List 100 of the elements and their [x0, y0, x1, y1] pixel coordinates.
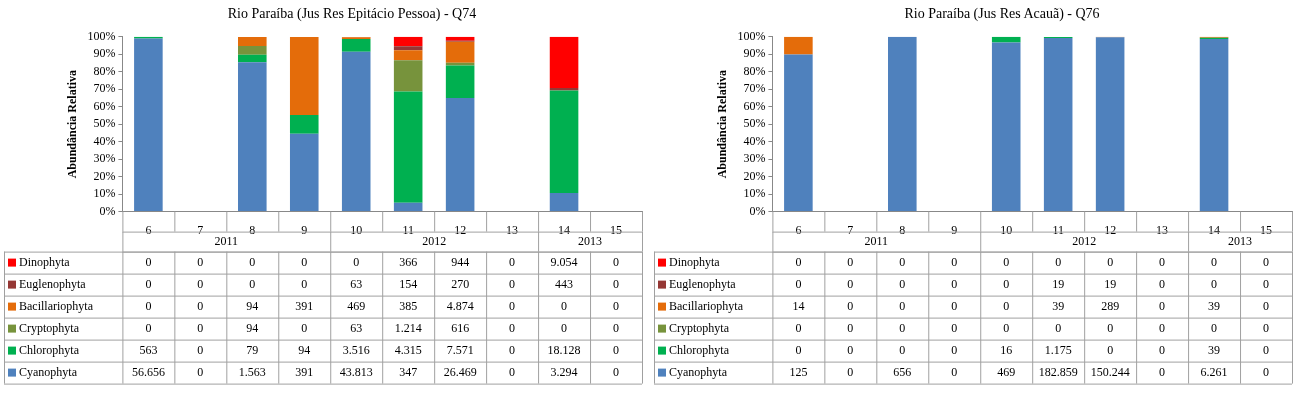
legend-label: Bacillariophyta	[19, 298, 94, 313]
text: 182.859	[1038, 364, 1078, 379]
y-tick-label: 80%	[93, 63, 116, 78]
y-tick-label: 100%	[737, 28, 766, 43]
x-tick-label: 11	[1052, 222, 1064, 237]
text: 0	[509, 276, 516, 291]
y-tick-label: 90%	[93, 46, 116, 61]
x-tick-label: 7	[847, 222, 854, 237]
text: 0	[1263, 342, 1270, 357]
text: 0	[1159, 320, 1166, 335]
text: 0	[795, 276, 802, 291]
text: 19	[1052, 276, 1065, 291]
text: 0	[795, 320, 802, 335]
text: 2011	[864, 233, 889, 248]
text: 0	[509, 254, 516, 269]
text: 469	[997, 364, 1016, 379]
text: 125	[789, 364, 808, 379]
text: 0	[353, 254, 360, 269]
text: 63	[350, 320, 363, 335]
x-tick-label: 7	[197, 222, 204, 237]
x-tick-label: 6	[145, 222, 152, 237]
x-tick-label: 8	[249, 222, 256, 237]
text: 1.214	[394, 320, 422, 335]
text: 0	[1003, 298, 1010, 313]
x-tick-label: 6	[795, 222, 802, 237]
text: 469	[347, 298, 366, 313]
text: 347	[399, 364, 418, 379]
text: 1.175	[1044, 342, 1072, 357]
text: 2013	[578, 233, 603, 248]
text: 0	[1003, 254, 1010, 269]
text: 3.294	[550, 364, 578, 379]
y-tick-label: 20%	[93, 168, 116, 183]
text: 563	[139, 342, 158, 357]
x-tick-label: 9	[301, 222, 308, 237]
text: 0	[249, 254, 256, 269]
text: 0	[561, 298, 568, 313]
text: 43.813	[339, 364, 373, 379]
y-tick-label: 20%	[743, 168, 766, 183]
text: 944	[451, 254, 470, 269]
x-tick-label: 10	[1000, 222, 1013, 237]
text: 2013	[1228, 233, 1253, 248]
text: 0	[145, 298, 152, 313]
text: 39	[1052, 298, 1065, 313]
text: 0	[145, 254, 152, 269]
text: 0	[1263, 254, 1270, 269]
text: 4.874	[446, 298, 474, 313]
text: 0	[847, 276, 854, 291]
text: 0	[509, 298, 516, 313]
legend-label: Dinophyta	[19, 254, 71, 269]
text: 2012	[422, 233, 447, 248]
y-tick-label: 0%	[99, 203, 116, 218]
text: 391	[295, 298, 314, 313]
y-tick-label: 40%	[743, 133, 766, 148]
text: 0	[613, 364, 620, 379]
text: 94	[298, 342, 311, 357]
text: 0	[951, 298, 958, 313]
text: 0	[509, 342, 516, 357]
text: 0	[1107, 320, 1114, 335]
x-tick-label: 9	[951, 222, 958, 237]
text: 0	[951, 276, 958, 291]
legend-label: Euglenophyta	[19, 276, 87, 291]
x-tick-label: 15	[1260, 222, 1273, 237]
chart-title: Rio Paraíba (Jus Res Acauã) - Q76	[904, 6, 1100, 23]
x-tick-label: 12	[1104, 222, 1117, 237]
text: 154	[399, 276, 418, 291]
text: 0	[613, 298, 620, 313]
x-tick-label: 13	[1156, 222, 1169, 237]
text: 0	[613, 342, 620, 357]
y-tick-label: 10%	[743, 186, 766, 201]
y-tick-label: 60%	[93, 98, 116, 113]
text: 0	[899, 320, 906, 335]
text: 0	[795, 254, 802, 269]
text: 0	[301, 276, 308, 291]
text: 0	[899, 254, 906, 269]
text: 0	[1107, 254, 1114, 269]
text: 0	[1055, 254, 1062, 269]
text: 366	[399, 254, 418, 269]
text: 0	[1159, 254, 1166, 269]
text: 616	[451, 320, 470, 335]
chart-title: Rio Paraíba (Jus Res Epitácio Pessoa) - Q74	[227, 6, 477, 23]
x-tick-label: 11	[402, 222, 414, 237]
text: 0	[197, 298, 204, 313]
text: 270	[451, 276, 470, 291]
y-axis-title: Abundância Relativa	[715, 70, 730, 179]
text: 18.128	[547, 342, 581, 357]
text: 0	[899, 298, 906, 313]
text: 0	[951, 342, 958, 357]
text: 0	[613, 276, 620, 291]
text: 0	[301, 254, 308, 269]
text: 0	[1263, 320, 1270, 335]
text: 0	[613, 254, 620, 269]
text: 0	[795, 342, 802, 357]
text: 443	[555, 276, 574, 291]
y-tick-label: 60%	[743, 98, 766, 113]
text: 0	[1211, 254, 1218, 269]
x-tick-label: 8	[899, 222, 906, 237]
text: 150.244	[1090, 364, 1130, 379]
x-tick-label: 13	[506, 222, 519, 237]
text: 26.469	[443, 364, 477, 379]
text: 0	[1211, 320, 1218, 335]
